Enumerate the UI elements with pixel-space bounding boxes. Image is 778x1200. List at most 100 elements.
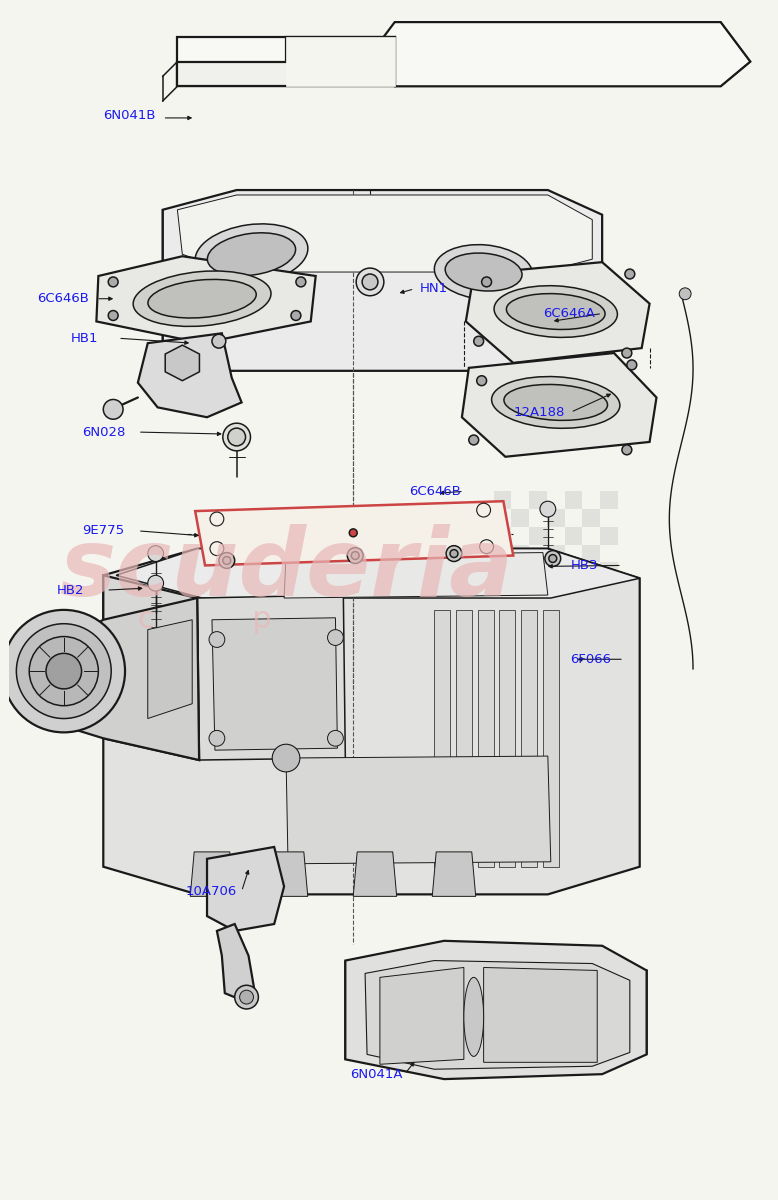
Circle shape [148,575,163,592]
Text: 6C646B: 6C646B [409,485,461,498]
Circle shape [349,529,357,536]
Ellipse shape [434,245,533,300]
Circle shape [347,547,363,564]
Bar [529,527,547,545]
Circle shape [351,552,359,559]
Circle shape [223,424,251,451]
Circle shape [625,269,635,278]
Bar [565,491,583,509]
Ellipse shape [445,253,522,292]
Polygon shape [138,334,242,418]
Circle shape [622,445,632,455]
Circle shape [2,610,125,732]
Polygon shape [456,610,471,866]
Polygon shape [521,610,537,866]
Polygon shape [380,967,464,1064]
Polygon shape [217,924,254,1000]
Circle shape [362,274,378,290]
Bar [529,598,547,616]
Text: HB3: HB3 [570,559,598,572]
Bar [547,509,565,527]
Circle shape [212,335,226,348]
Polygon shape [177,37,394,86]
Polygon shape [148,619,192,719]
Circle shape [148,546,163,562]
Circle shape [108,277,118,287]
Bar [547,545,565,563]
Polygon shape [433,852,475,896]
Bar [565,563,583,581]
Bar [600,527,618,545]
Bar [493,527,511,545]
Circle shape [223,557,231,564]
Circle shape [30,636,98,706]
Polygon shape [286,37,394,86]
Circle shape [219,552,235,569]
Circle shape [540,502,555,517]
Circle shape [235,985,258,1009]
Bar [511,545,529,563]
Polygon shape [265,852,308,896]
Polygon shape [462,353,657,457]
Polygon shape [191,852,233,896]
Polygon shape [103,575,199,760]
Polygon shape [484,967,598,1062]
Text: HN1: HN1 [419,282,447,295]
Circle shape [209,631,225,648]
Text: HB2: HB2 [57,583,84,596]
Circle shape [328,731,343,746]
Text: 9E775: 9E775 [82,524,124,538]
Circle shape [209,731,225,746]
Polygon shape [177,194,592,272]
Bar [493,563,511,581]
Polygon shape [103,548,640,894]
Bar [565,527,583,545]
Bar [511,581,529,598]
Bar [583,581,600,598]
Ellipse shape [494,286,618,337]
Bar [511,509,529,527]
Polygon shape [284,552,548,598]
Text: 10A706: 10A706 [185,884,237,898]
Polygon shape [466,262,650,362]
Polygon shape [286,756,551,864]
Polygon shape [195,502,513,565]
Polygon shape [197,595,345,760]
Text: 6N028: 6N028 [82,426,126,438]
Polygon shape [165,346,199,380]
Circle shape [469,436,478,445]
Bar [600,598,618,616]
Circle shape [296,277,306,287]
Circle shape [548,554,557,563]
Circle shape [450,550,458,558]
Polygon shape [478,610,493,866]
Text: scuderia: scuderia [59,524,513,617]
Polygon shape [353,852,397,896]
Polygon shape [163,190,602,371]
Polygon shape [34,598,199,760]
Polygon shape [365,22,750,86]
Text: 6N041A: 6N041A [350,1068,403,1081]
Polygon shape [345,941,647,1079]
Circle shape [228,428,246,446]
Text: 6N041B: 6N041B [103,109,156,122]
Ellipse shape [506,294,605,330]
Circle shape [108,311,118,320]
Text: 6F066: 6F066 [570,653,612,666]
Circle shape [622,348,632,358]
Text: 6C646A: 6C646A [543,307,594,320]
Circle shape [291,311,301,320]
Bar [529,491,547,509]
Circle shape [482,277,492,287]
Bar [583,509,600,527]
Circle shape [103,400,123,419]
Circle shape [627,360,636,370]
Ellipse shape [492,377,620,428]
Bar [565,598,583,616]
Polygon shape [116,548,640,598]
Circle shape [679,288,691,300]
Bar [583,545,600,563]
Circle shape [356,268,384,295]
Bar [600,491,618,509]
Ellipse shape [504,384,608,420]
